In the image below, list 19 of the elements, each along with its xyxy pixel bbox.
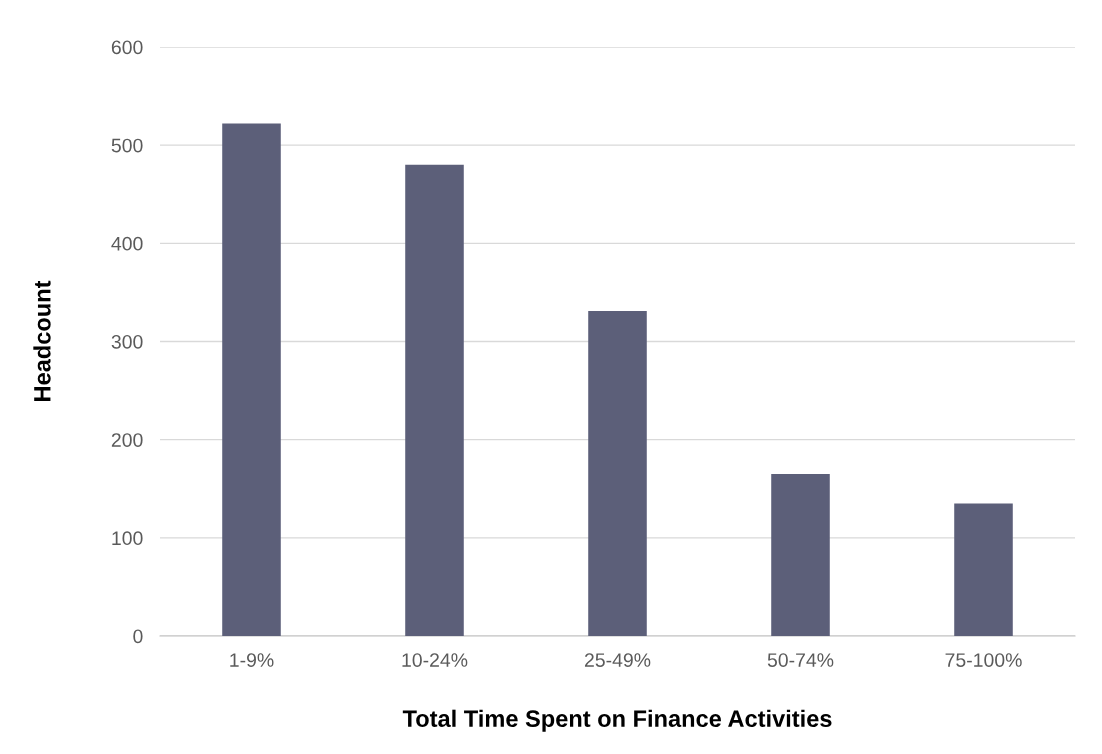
x-tick-label: 10-24%	[402, 653, 468, 667]
y-tick-label: 100	[112, 531, 143, 546]
y-tick-label: 0	[133, 629, 143, 644]
y-tick-label: 200	[111, 433, 143, 447]
x-tick-label: 25-49%	[584, 653, 651, 667]
x-tick-label: 1-9%	[230, 653, 274, 667]
x-axis-title: Total Time Spent on Finance Activities	[402, 709, 832, 732]
bar	[954, 503, 1013, 636]
x-tick-label: 50-74%	[767, 653, 834, 667]
x-tick-label: 75-100%	[945, 653, 1022, 667]
bar	[405, 164, 464, 636]
y-tick-label: 600	[111, 40, 143, 55]
y-tick-label: 400	[111, 236, 143, 251]
y-tick-label: 300	[111, 334, 143, 349]
y-axis-title: Headcount	[33, 280, 51, 401]
bar	[588, 311, 647, 636]
bar	[771, 474, 830, 636]
bar	[222, 123, 281, 636]
y-tick-label: 500	[111, 138, 143, 153]
